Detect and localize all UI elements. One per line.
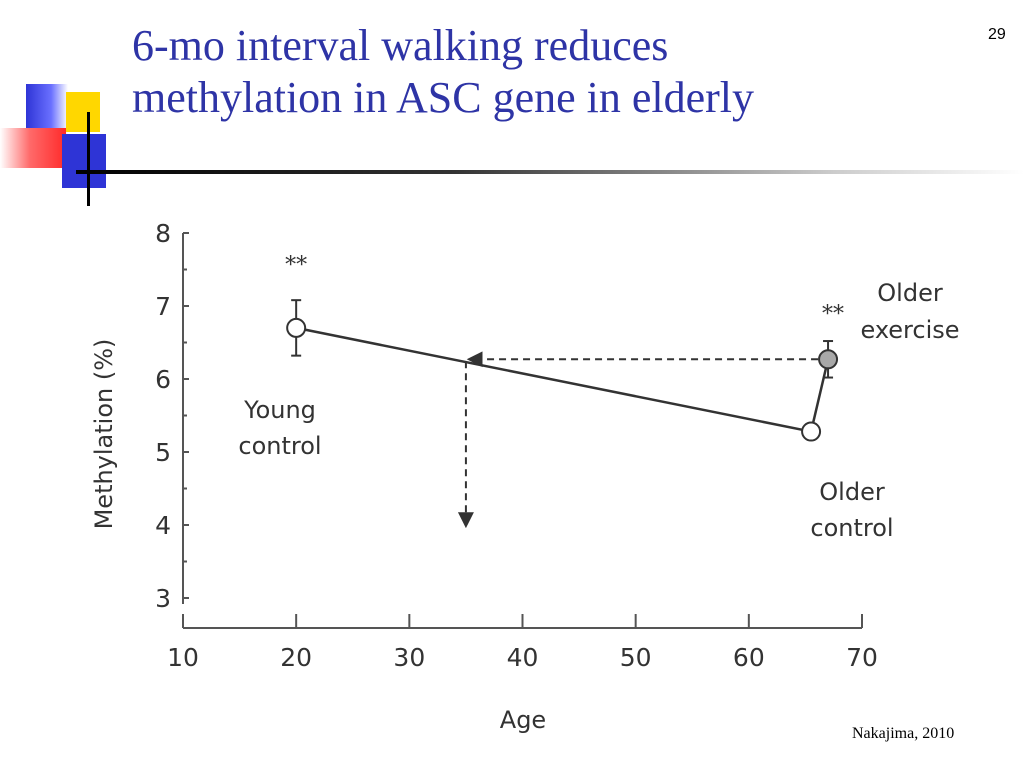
decoration-blue-square-top	[26, 84, 68, 134]
citation: Nakajima, 2010	[852, 725, 955, 742]
significance-young: **	[285, 253, 307, 278]
x-tick-label: 10	[167, 643, 199, 672]
slide-title: 6-mo interval walking reduces methylatio…	[132, 20, 992, 124]
point-label-young-line2: control	[238, 432, 321, 460]
title-rule	[76, 170, 1024, 174]
decoration-red-bar	[0, 128, 66, 168]
x-tick-label: 30	[393, 643, 425, 672]
y-tick-label: 5	[155, 438, 171, 467]
point-young	[286, 317, 307, 338]
y-tick-label: 3	[155, 584, 171, 613]
point-label-older_control-line1: Older	[819, 478, 885, 506]
point-label-young-line1: Young	[243, 396, 316, 424]
trend-line	[295, 326, 812, 433]
point-label-older_exercise-line1: Older	[877, 279, 943, 307]
y-tick-label: 8	[155, 219, 171, 248]
point-older_control	[801, 421, 822, 442]
page-number: 29	[988, 26, 1006, 43]
point-label-older_control-line2: control	[810, 514, 893, 542]
decoration-yellow-square	[66, 92, 100, 132]
decoration-blue-square-bottom	[62, 134, 106, 188]
slide-title-line2: methylation in ASC gene in elderly	[132, 73, 755, 122]
x-tick-label: 20	[280, 643, 312, 672]
significance-older_exercise: **	[822, 302, 844, 327]
decoration-vertical-line	[87, 112, 90, 206]
slide-title-line1: 6-mo interval walking reduces	[132, 21, 669, 70]
y-tick-label: 7	[155, 292, 171, 321]
x-tick-label: 60	[733, 643, 765, 672]
x-tick-label: 40	[507, 643, 539, 672]
y-axis-title: Methylation (%)	[90, 339, 118, 530]
point-label-older_exercise-line2: exercise	[860, 316, 959, 344]
point-older_exercise	[818, 349, 839, 370]
y-tick-label: 6	[155, 365, 171, 394]
x-tick-label: 50	[620, 643, 652, 672]
x-axis-title: Age	[500, 706, 546, 734]
y-tick-label: 4	[155, 511, 171, 540]
exercise-connector-line	[809, 359, 830, 432]
x-tick-label: 70	[846, 643, 878, 672]
